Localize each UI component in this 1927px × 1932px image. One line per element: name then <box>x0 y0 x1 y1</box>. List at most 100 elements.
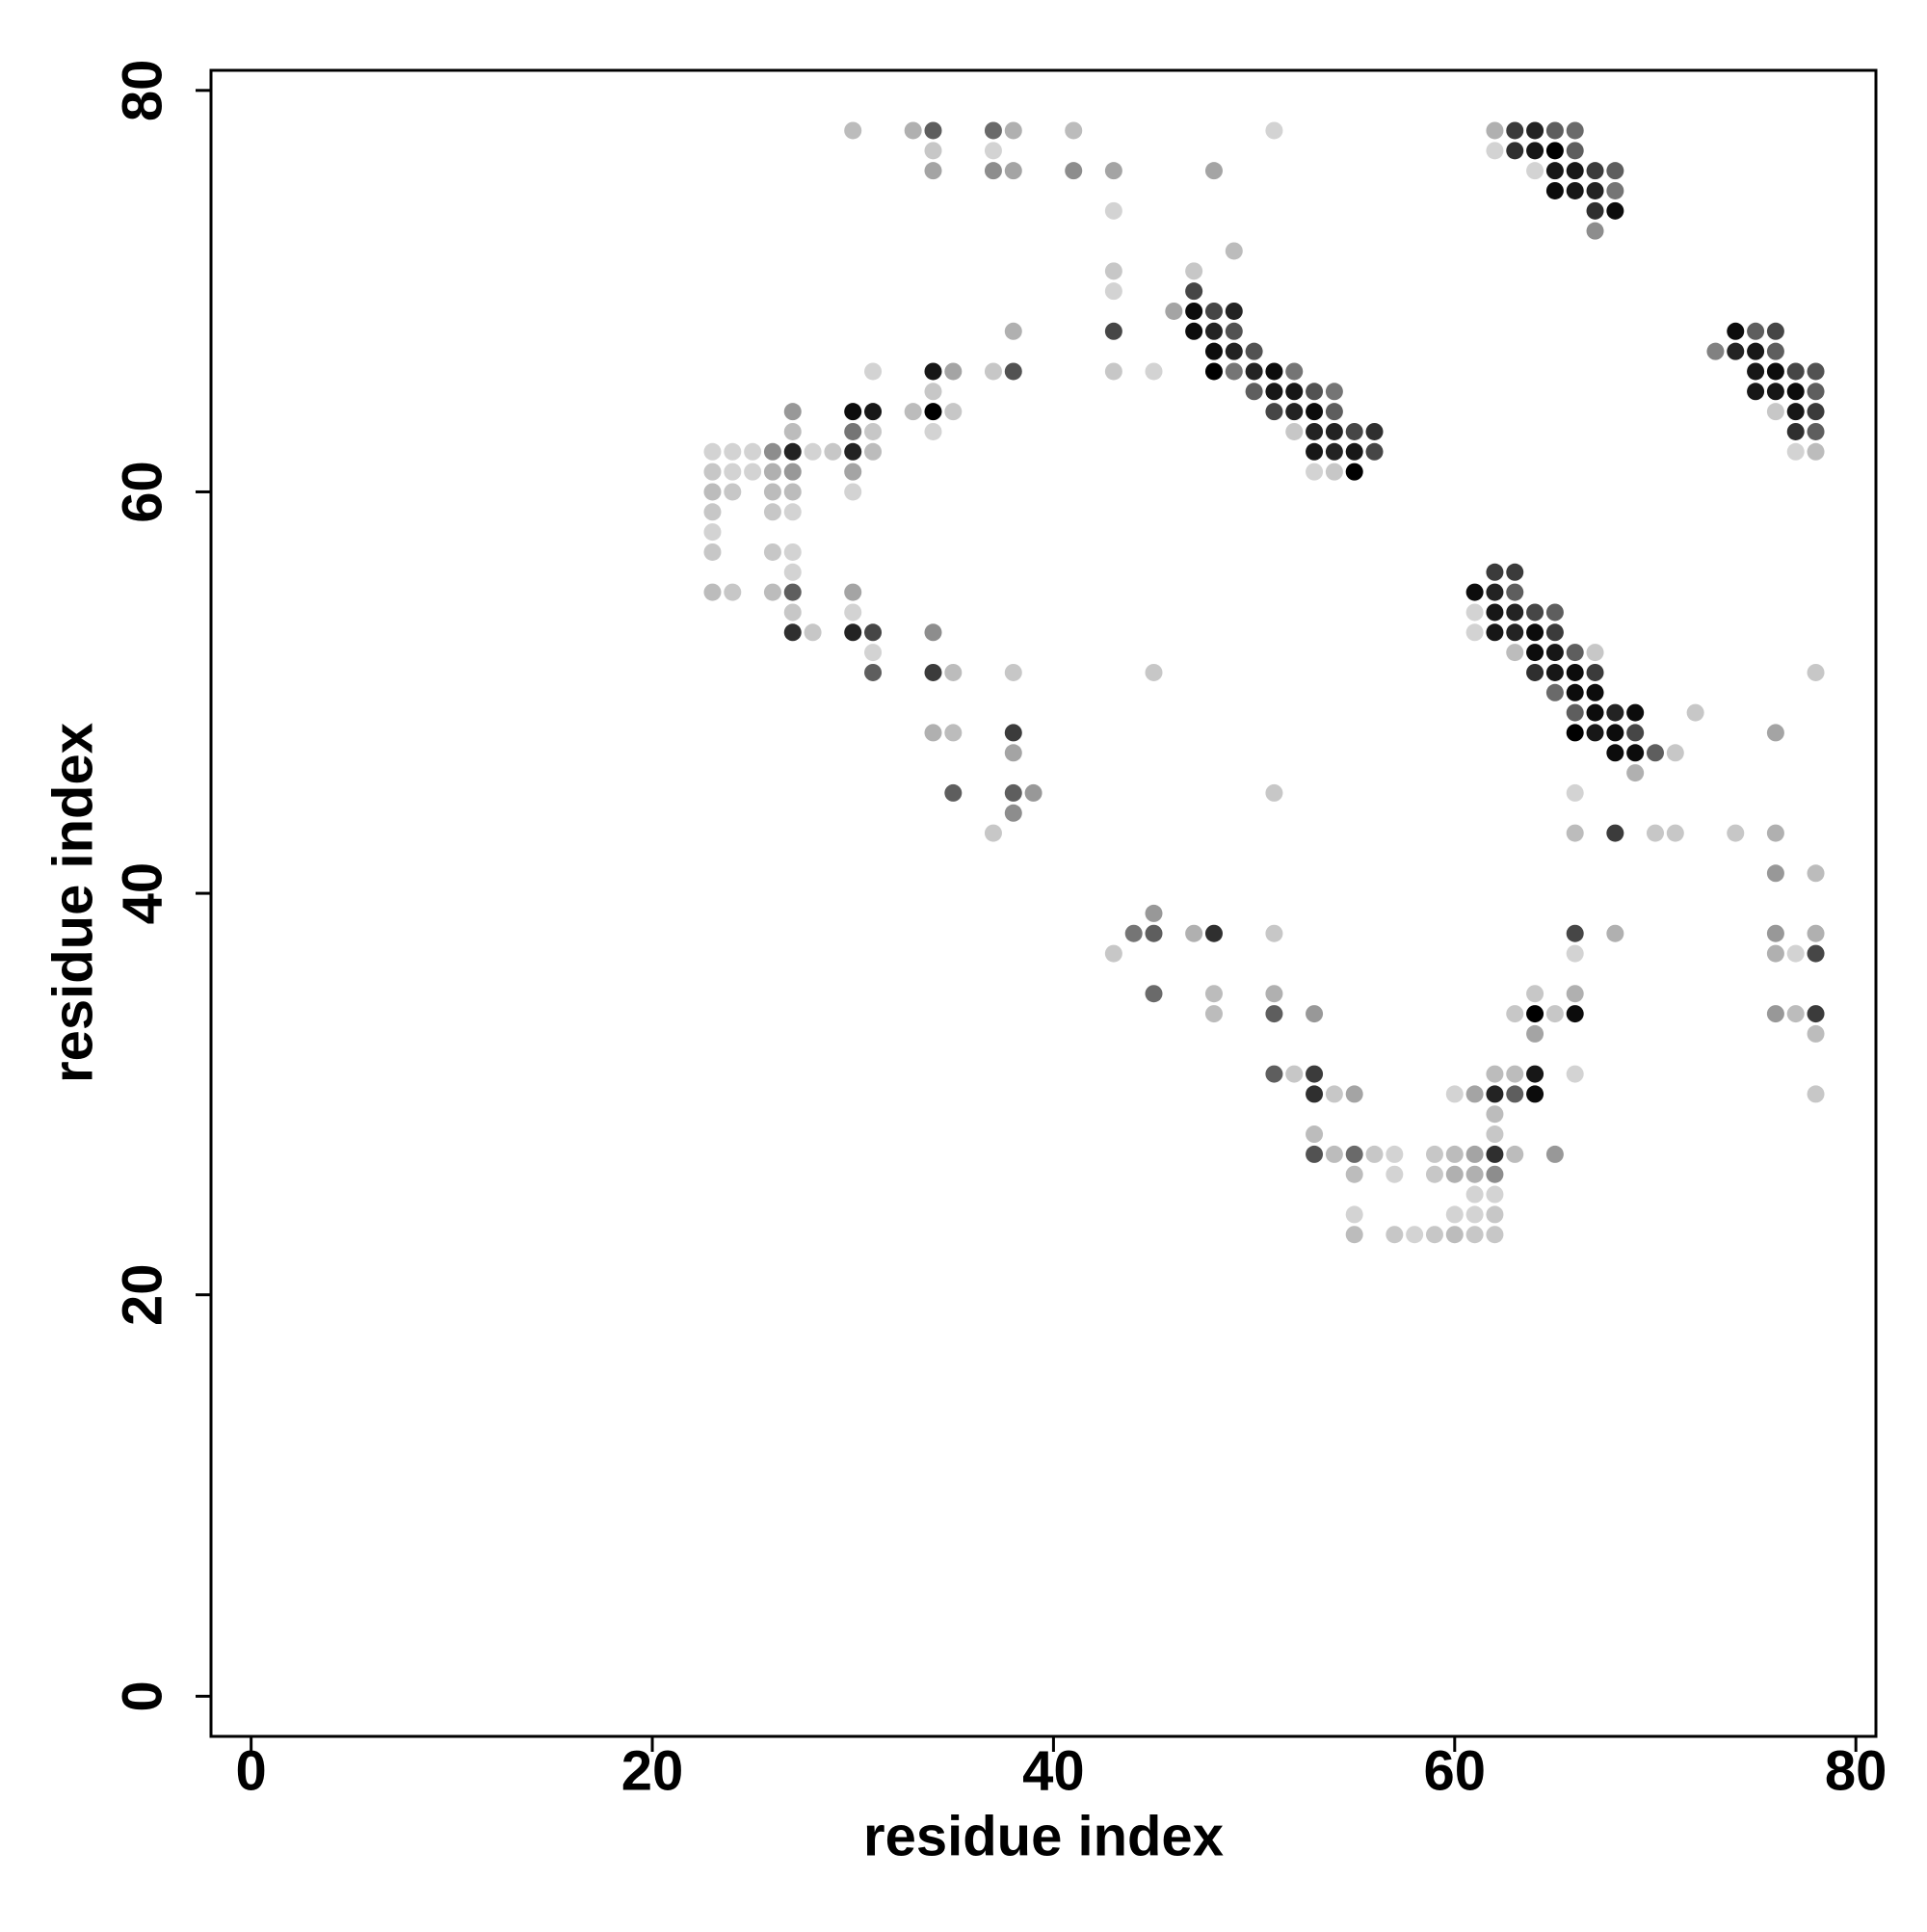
contact-point <box>1586 222 1604 240</box>
contact-point <box>763 503 781 521</box>
contact-point <box>1265 783 1283 802</box>
contact-point <box>1486 1085 1504 1103</box>
contact-point <box>703 543 722 561</box>
contact-point <box>763 583 781 601</box>
contact-point <box>944 663 963 681</box>
contact-point <box>1786 403 1805 421</box>
contact-point <box>1386 1165 1404 1183</box>
contact-point <box>924 422 942 440</box>
contact-point <box>1506 1145 1524 1163</box>
contact-point <box>844 422 862 440</box>
contact-point <box>1606 724 1624 742</box>
contact-point <box>1566 724 1584 742</box>
contact-point <box>724 583 742 601</box>
y-tick-label: 20 <box>111 1263 173 1326</box>
contact-point <box>944 783 963 802</box>
contact-point <box>1445 1226 1464 1244</box>
contact-point <box>1807 403 1825 421</box>
contact-point <box>1626 744 1645 762</box>
contact-point <box>1345 1145 1363 1163</box>
contact-point <box>844 403 862 421</box>
contact-point <box>1786 1005 1805 1023</box>
contact-point <box>844 623 862 642</box>
contact-point <box>1526 644 1544 662</box>
contact-point <box>1325 383 1343 401</box>
contact-point <box>1004 162 1022 180</box>
contact-point <box>924 663 942 681</box>
contact-point <box>1506 644 1524 662</box>
contact-point <box>1486 1105 1504 1124</box>
contact-point <box>1586 663 1604 681</box>
contact-point <box>1786 362 1805 381</box>
contact-point <box>1807 924 1825 942</box>
contact-point <box>1104 362 1122 381</box>
contact-point <box>1486 1205 1504 1224</box>
contact-point <box>1586 703 1604 722</box>
contact-point <box>763 442 781 461</box>
contact-point <box>1566 944 1584 963</box>
contact-point <box>783 543 802 561</box>
contact-point <box>844 442 862 461</box>
contact-point <box>1306 1065 1324 1083</box>
contact-point <box>1465 603 1484 622</box>
contact-point <box>1345 1085 1363 1103</box>
contact-point <box>1004 663 1022 681</box>
contact-point <box>1465 1085 1484 1103</box>
contact-point <box>1465 1205 1484 1224</box>
x-tick-label: 80 <box>1825 1739 1887 1802</box>
contact-point <box>1065 162 1083 180</box>
contact-point <box>1807 1005 1825 1023</box>
contact-point <box>1486 583 1504 601</box>
contact-point <box>1225 302 1243 320</box>
contact-point <box>924 142 942 160</box>
contact-point <box>1506 1065 1524 1083</box>
contact-point <box>1204 322 1223 340</box>
contact-point <box>1606 181 1624 199</box>
contact-point <box>1345 463 1363 481</box>
contact-point <box>864 362 883 381</box>
contact-point <box>1626 724 1645 742</box>
contact-point <box>1545 644 1564 662</box>
x-tick-label: 20 <box>621 1739 684 1802</box>
contact-point <box>924 403 942 421</box>
contact-point <box>1225 242 1243 260</box>
contact-point <box>804 623 822 642</box>
contact-point <box>1807 1085 1825 1103</box>
contact-point <box>1486 1145 1504 1163</box>
contact-point <box>703 503 722 521</box>
contact-point <box>1566 121 1584 140</box>
contact-point <box>1545 1005 1564 1023</box>
contact-point <box>844 121 862 140</box>
contact-point <box>744 463 762 481</box>
contact-point <box>804 442 822 461</box>
contact-point <box>1204 302 1223 320</box>
contact-point <box>1506 563 1524 581</box>
contact-point <box>703 463 722 481</box>
contact-point <box>1606 744 1624 762</box>
contact-point <box>1526 1024 1544 1043</box>
contact-point <box>1586 162 1604 180</box>
contact-point <box>703 442 722 461</box>
contact-point <box>1586 644 1604 662</box>
contact-point <box>1526 985 1544 1003</box>
contact-point <box>1465 1185 1484 1204</box>
contact-point <box>1285 362 1304 381</box>
contact-point <box>1506 142 1524 160</box>
contact-point <box>1265 383 1283 401</box>
contact-point <box>1486 142 1504 160</box>
contact-point <box>1545 121 1564 140</box>
contact-point <box>1486 1125 1504 1144</box>
contact-point <box>1566 142 1584 160</box>
contact-point <box>783 463 802 481</box>
contact-point <box>1345 1226 1363 1244</box>
contact-point <box>1465 623 1484 642</box>
contact-point <box>1225 322 1243 340</box>
contact-point <box>1526 1065 1544 1083</box>
contact-point <box>1506 1005 1524 1023</box>
contact-point <box>1586 683 1604 701</box>
contact-point <box>1786 422 1805 440</box>
contact-point <box>1807 422 1825 440</box>
contact-point <box>1526 1085 1544 1103</box>
contact-point <box>1566 783 1584 802</box>
contact-point <box>1486 623 1504 642</box>
